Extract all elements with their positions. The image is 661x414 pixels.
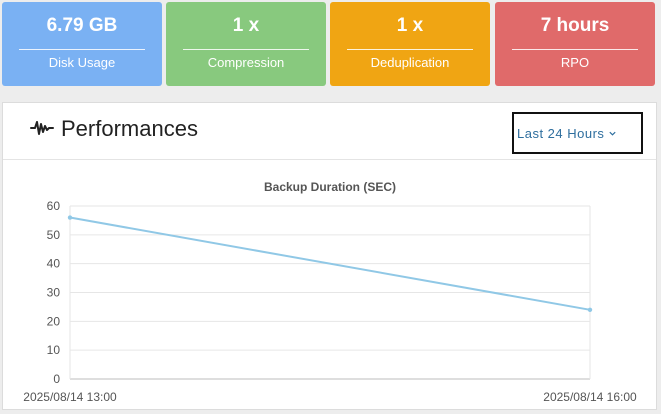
deduplication-tile: 1 x Deduplication	[330, 2, 490, 86]
y-tick-label: 10	[47, 343, 61, 357]
y-tick-label: 50	[47, 228, 61, 242]
time-range-dropdown[interactable]: Last 24 Hours	[512, 112, 643, 154]
y-tick-label: 0	[53, 372, 60, 386]
tile-divider	[183, 49, 309, 50]
rpo-value: 7 hours	[540, 15, 610, 36]
tile-divider	[512, 49, 638, 50]
disk-usage-value: 6.79 GB	[46, 15, 118, 36]
pulse-icon	[30, 121, 54, 135]
rpo-label: RPO	[560, 55, 590, 70]
chart-title: Backup Duration (SEC)	[264, 180, 396, 194]
y-tick-label: 60	[47, 199, 61, 213]
tile-divider	[347, 49, 473, 50]
x-tick-label: 2025/08/14 16:00	[543, 390, 637, 404]
series-line	[69, 216, 591, 311]
rpo-tile: 7 hours RPO	[495, 2, 655, 86]
x-tick-label: 2025/08/14 13:00	[23, 390, 117, 404]
data-point[interactable]	[587, 307, 593, 312]
disk-usage-tile: 6.79 GB Disk Usage	[2, 2, 162, 86]
y-axis: 0 10 20 30 40 50 60	[47, 199, 61, 386]
data-point[interactable]	[67, 215, 73, 220]
tile-divider	[19, 49, 145, 50]
x-axis: 2025/08/14 13:00 2025/08/14 16:00	[23, 390, 637, 404]
backup-duration-chart: Backup Duration (SEC) 0 10 20 30 40 50 60 2025…	[23, 180, 637, 404]
chevron-down-icon	[609, 131, 617, 136]
y-tick-label: 30	[47, 286, 61, 300]
compression-label: Compression	[207, 55, 285, 70]
performance-panel: Performances Last 24 Hours Backup Durati…	[2, 102, 657, 410]
y-tick-label: 20	[47, 314, 61, 328]
compression-value: 1 x	[232, 15, 260, 36]
stats-tiles: 6.79 GB Disk Usage 1 x Compression 1 x D…	[2, 2, 659, 86]
performance-header: Performances Last 24 Hours	[3, 103, 656, 160]
disk-usage-label: Disk Usage	[48, 55, 116, 70]
time-range-label: Last 24 Hours	[517, 125, 605, 141]
y-tick-label: 40	[47, 257, 61, 271]
deduplication-value: 1 x	[396, 15, 424, 36]
chart-series	[67, 215, 593, 312]
performance-title: Performances	[61, 116, 198, 141]
compression-tile: 1 x Compression	[166, 2, 326, 86]
deduplication-label: Deduplication	[370, 55, 450, 70]
